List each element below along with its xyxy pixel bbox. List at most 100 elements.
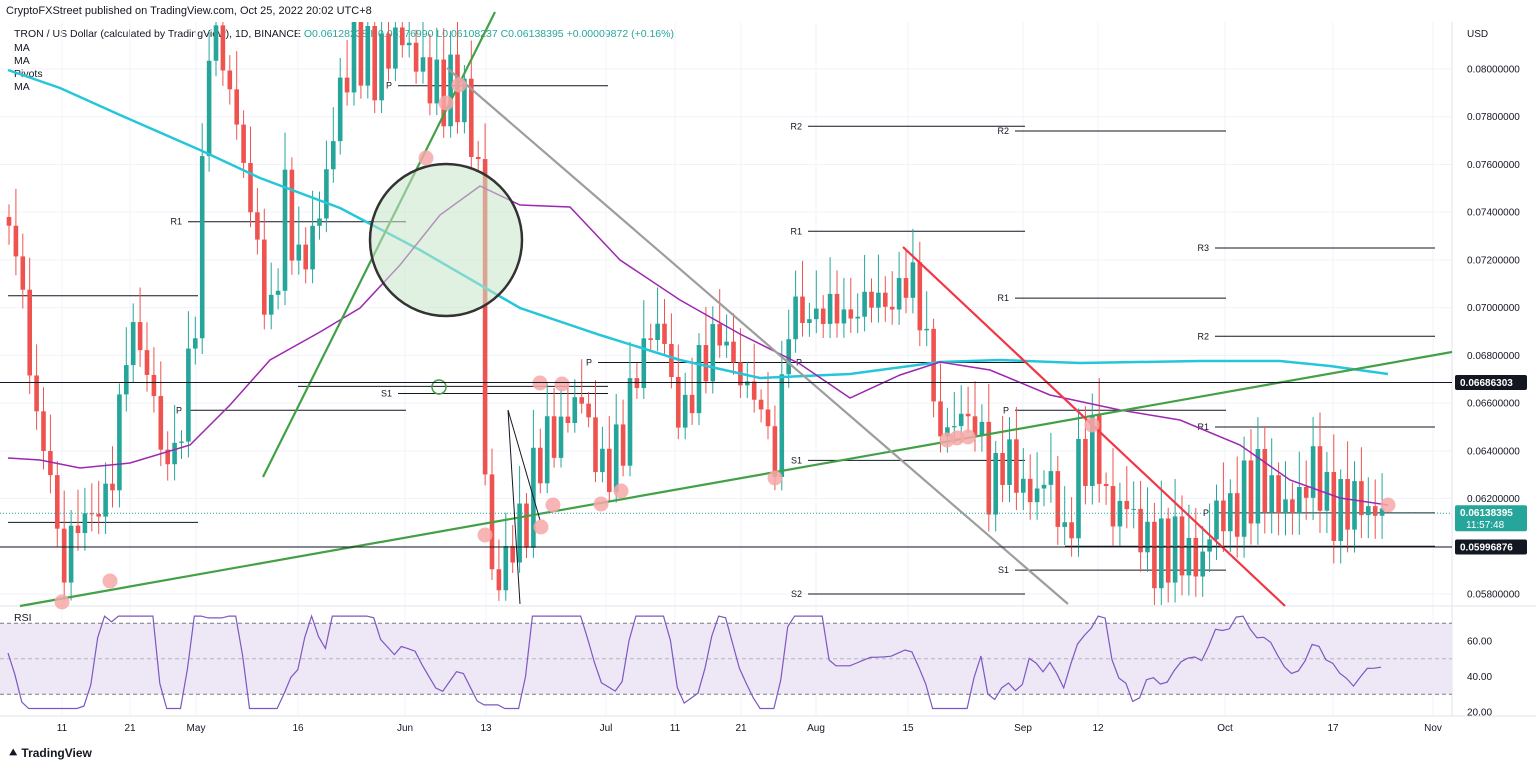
candle-body [1076, 438, 1081, 539]
candle-body [1159, 518, 1164, 589]
candle-body [268, 294, 274, 315]
candle-body [917, 262, 923, 331]
marker-dot [532, 375, 548, 391]
candle-body [655, 323, 660, 340]
candle-body [703, 345, 709, 382]
candle-body [1324, 471, 1330, 511]
x-tick-label: 17 [1327, 723, 1339, 734]
candle-body [1317, 446, 1323, 511]
candle-body [607, 448, 612, 493]
candle-body [862, 291, 867, 317]
candle-body [662, 323, 667, 344]
candle-body [296, 244, 302, 261]
ma-short-line [7, 185, 1389, 506]
indicator-pivots[interactable]: Pivots [14, 68, 43, 80]
candle-body [1352, 481, 1357, 530]
candle-body [1255, 449, 1261, 524]
candle-body [1269, 475, 1274, 513]
price-countdown: 11:57:48 [1466, 520, 1505, 531]
x-tick-label: 11 [670, 723, 681, 734]
candle-body [220, 25, 226, 71]
candle-body [165, 449, 170, 465]
candle-body [469, 78, 474, 157]
candle-body [910, 262, 916, 298]
x-tick-label: 21 [735, 723, 747, 734]
candle-body [758, 399, 764, 410]
candle-body [124, 365, 129, 395]
candle-body [331, 141, 336, 170]
price-label-text: 0.05996876 [1460, 543, 1513, 554]
candle-body [620, 424, 626, 466]
marker-dot [418, 150, 434, 166]
candle-body [586, 403, 591, 418]
candle-body [958, 413, 964, 427]
pivot-label: R2 [997, 126, 1009, 136]
candle-body [1283, 499, 1288, 514]
candle-body [669, 343, 674, 377]
pivot-label: P [796, 358, 802, 368]
candle-body [931, 328, 936, 402]
candle-body [1014, 439, 1019, 493]
candle-body [1000, 452, 1005, 485]
candle-body [1152, 521, 1157, 589]
indicator-ma-1[interactable]: MA [14, 42, 30, 54]
candle-body [903, 278, 909, 298]
ma-long-line [7, 68, 1389, 380]
candle-body [517, 503, 522, 563]
candle-body [1138, 508, 1143, 553]
candle-body [1200, 551, 1205, 577]
candle-body [600, 448, 605, 473]
candle-body [648, 338, 653, 340]
candle-body [55, 475, 60, 529]
pivot-label: P [1203, 508, 1209, 518]
candle-body [696, 345, 702, 414]
candle-body [1214, 500, 1219, 540]
candle-body [689, 394, 695, 414]
candle-body [524, 503, 529, 548]
tradingview-logo-icon: ⯅ [8, 745, 18, 760]
candle-body [34, 375, 39, 412]
candle-body [1124, 500, 1130, 510]
candle-body [952, 426, 957, 428]
candle-body [158, 396, 164, 450]
price-label-bg [1455, 374, 1527, 390]
candle-body [20, 256, 26, 290]
candle-body [1062, 522, 1067, 527]
candle-body [551, 416, 557, 458]
indicator-ma-3[interactable]: MA [14, 81, 30, 93]
candle-body [807, 319, 812, 323]
marker-dot [1084, 417, 1100, 433]
rsi-line [7, 614, 1382, 710]
candle-body [400, 27, 405, 46]
pivot-label: S1 [381, 389, 392, 399]
candle-body [441, 59, 446, 127]
footer-brand[interactable]: ⯅ TradingView [8, 745, 92, 761]
candle-body [289, 169, 295, 261]
x-tick-label: 16 [292, 723, 304, 734]
candle-body [841, 309, 847, 324]
candle-body [275, 290, 281, 295]
pivot-label: S1 [791, 455, 802, 465]
candle-body [1145, 521, 1150, 553]
candle-body [496, 569, 502, 591]
candle-body [1276, 475, 1281, 514]
candle-body [6, 216, 12, 226]
marker-dot [1380, 497, 1396, 513]
highlight-circle [368, 162, 524, 318]
time-axis[interactable]: 11 21 May 16 Jun 13 Jul 11 21 Aug 15 Sep 12 Oct 17 Nov [57, 723, 1442, 734]
price-label-bg [1455, 539, 1527, 555]
x-tick-label: 11 [57, 723, 68, 734]
candle-body [358, 22, 364, 86]
candle-body [206, 60, 212, 157]
indicator-ma-2[interactable]: MA [14, 55, 30, 67]
candle-body [406, 42, 412, 46]
candle-body [572, 397, 578, 423]
marker-dot [767, 470, 783, 486]
candle-body [137, 322, 143, 351]
y-tick-label: 0.06600000 [1467, 399, 1520, 410]
rsi-pane[interactable]: 20.00 40.00 60.00 [0, 614, 1492, 719]
x-tick-label: Jun [397, 723, 413, 734]
marker-dot [554, 376, 570, 392]
